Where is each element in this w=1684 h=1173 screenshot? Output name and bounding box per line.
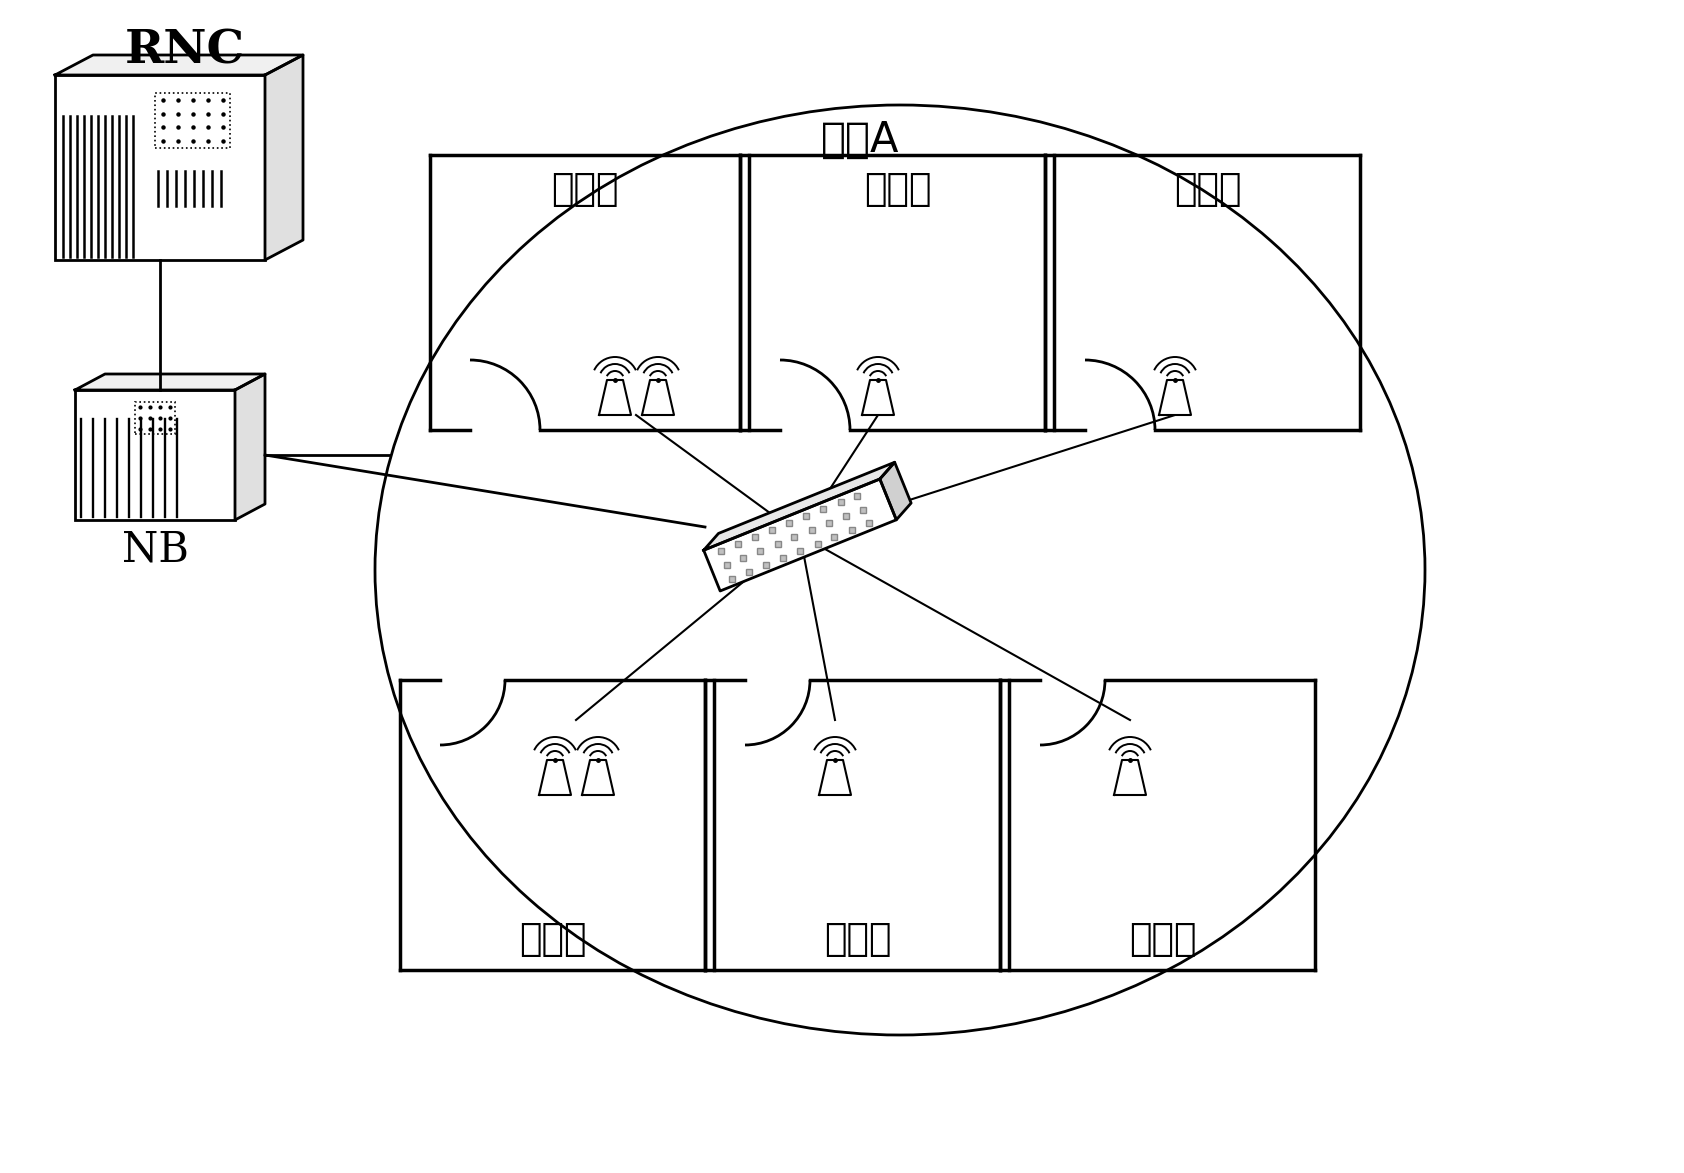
Polygon shape <box>583 760 615 795</box>
Polygon shape <box>879 462 911 520</box>
Polygon shape <box>642 380 674 415</box>
Text: NB: NB <box>121 529 189 571</box>
Polygon shape <box>76 374 264 389</box>
Polygon shape <box>818 760 850 795</box>
Text: 房间一: 房间一 <box>551 172 618 208</box>
Polygon shape <box>704 479 896 591</box>
Bar <box>56 75 264 260</box>
Text: 房间三: 房间三 <box>864 172 931 208</box>
Polygon shape <box>56 55 303 75</box>
Bar <box>76 389 236 520</box>
Polygon shape <box>1115 760 1147 795</box>
Polygon shape <box>862 380 894 415</box>
Text: RNC: RNC <box>125 27 246 73</box>
Text: 房间五: 房间五 <box>1174 172 1241 208</box>
Polygon shape <box>236 374 264 520</box>
Polygon shape <box>600 380 632 415</box>
Polygon shape <box>264 55 303 260</box>
Polygon shape <box>704 462 894 550</box>
Text: 房间二: 房间二 <box>519 922 586 958</box>
Bar <box>155 93 231 148</box>
Bar <box>135 402 175 434</box>
Polygon shape <box>1159 380 1191 415</box>
Text: 房间六: 房间六 <box>1128 922 1196 958</box>
Text: 小区A: 小区A <box>820 118 899 161</box>
Polygon shape <box>539 760 571 795</box>
Text: 房间四: 房间四 <box>823 922 891 958</box>
